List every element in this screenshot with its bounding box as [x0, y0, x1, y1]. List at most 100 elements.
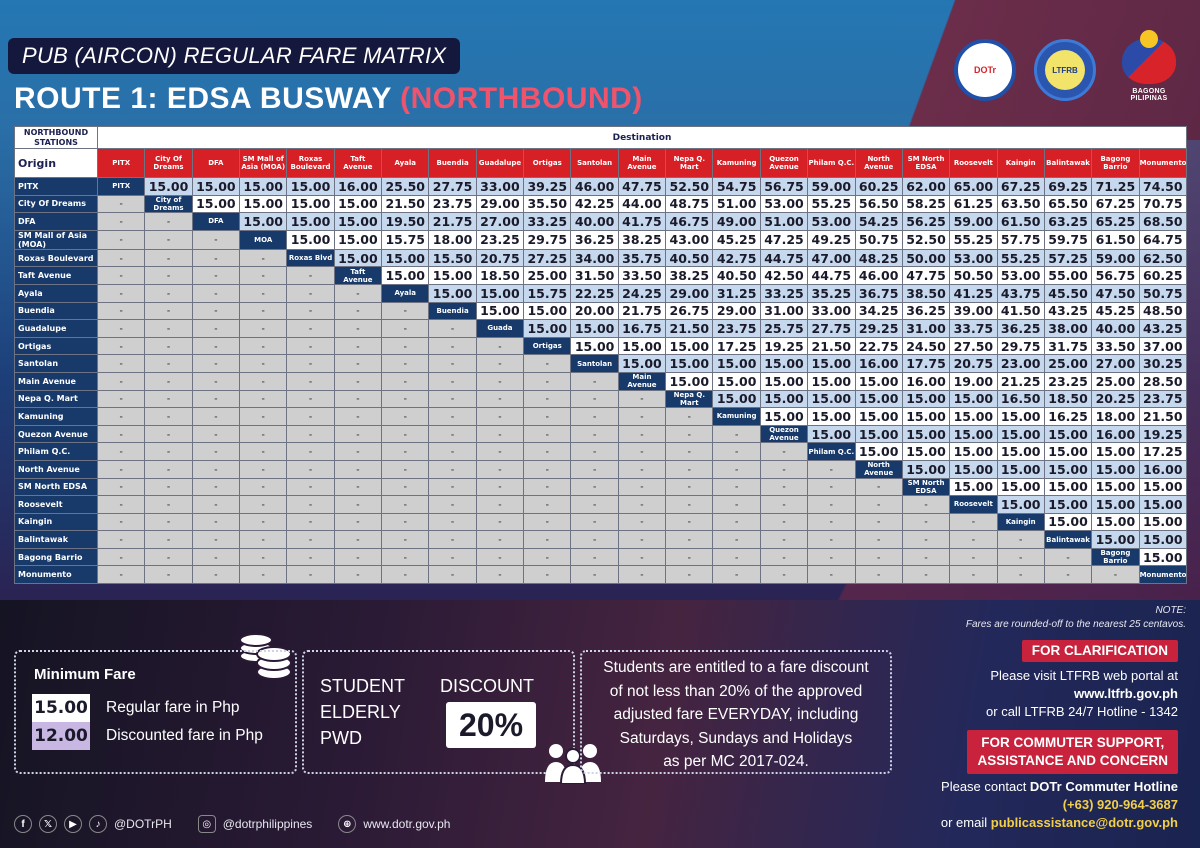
fare-cell: 62.50 [1138, 248, 1188, 268]
fare-cell: 42.75 [712, 248, 761, 268]
blank-cell: - [239, 266, 288, 285]
route-title: ROUTE 1: EDSA BUSWAY [14, 82, 401, 115]
column-header: DFA [191, 148, 241, 178]
background-footer [0, 600, 1200, 848]
youtube-icon[interactable]: ▶ [64, 815, 82, 833]
fare-cell: 59.75 [1043, 229, 1093, 250]
blank-cell: - [191, 495, 241, 514]
origin-station: Roxas Boulevard [14, 248, 98, 268]
blank-cell: - [617, 530, 667, 549]
origin-station: Ayala [14, 283, 98, 303]
origin-station: Santolan [14, 354, 98, 373]
blank-cell: - [333, 547, 383, 567]
fare-cell: 34.25 [854, 301, 903, 321]
diagonal-station-cell: Quezon Avenue [759, 424, 809, 444]
fare-cell: 23.25 [1043, 371, 1093, 391]
fare-cell: 25.75 [759, 319, 809, 338]
column-header: Santolan [570, 148, 619, 178]
discount-category-pwd: PWD [320, 728, 362, 748]
blank-cell: - [475, 389, 525, 409]
blank-cell: - [475, 336, 525, 356]
table-row: Monumento - - - - - - - - - - - - - - - - - - - - - - Monumento [14, 565, 1188, 585]
fare-cell: 23.75 [1138, 389, 1188, 409]
fare-cell: 29.00 [475, 194, 525, 214]
blank-cell: - [759, 565, 809, 585]
blank-cell: - [523, 424, 572, 444]
blank-cell: - [996, 530, 1045, 549]
fare-cell: 15.00 [1043, 442, 1093, 461]
blank-cell: - [144, 407, 193, 426]
contact-section: FOR CLARIFICATION Please visit LTFRB web… [878, 640, 1178, 831]
blank-cell: - [286, 565, 335, 585]
fare-cell: 15.00 [759, 389, 809, 409]
blank-cell: - [665, 424, 714, 444]
fare-cell: 21.50 [1138, 407, 1188, 426]
fare-cell: 15.00 [854, 442, 903, 461]
blank-cell: - [333, 442, 383, 461]
blank-cell: - [191, 459, 241, 479]
blank-cell: - [286, 459, 335, 479]
fare-cell: 15.00 [807, 354, 856, 373]
blank-cell: - [475, 354, 525, 373]
notice-line: adjusted fare EVERYDAY, including [613, 706, 859, 723]
diagonal-station-cell: Bagong Barrio [1091, 547, 1140, 567]
origin-station: Main Avenue [14, 371, 98, 391]
fare-cell: 15.00 [854, 407, 903, 426]
diagonal-station-cell: Main Avenue [617, 371, 667, 391]
fare-cell: 64.75 [1138, 229, 1188, 250]
fare-cell: 15.00 [1138, 495, 1188, 514]
fare-cell: 15.00 [381, 248, 430, 268]
fare-cell: 27.75 [807, 319, 856, 338]
instagram-handle[interactable]: @dotrphilippines [222, 817, 313, 831]
fare-cell: 40.50 [712, 266, 761, 285]
fare-cell: 15.00 [1138, 477, 1188, 497]
table-row: Buendia - - - - - - - Buendia 15.00 15.00 20.00 21.7… [14, 301, 1188, 321]
blank-cell: - [665, 547, 714, 567]
blank-cell: - [712, 424, 761, 444]
fare-cell: 52.50 [901, 229, 951, 250]
note-title: NOTE: [1155, 605, 1186, 616]
facebook-icon[interactable]: f [14, 815, 32, 833]
fare-cell: 15.00 [1091, 459, 1140, 479]
fare-cell: 15.00 [333, 248, 383, 268]
blank-cell: - [665, 495, 714, 514]
fare-cell: 18.50 [1043, 389, 1093, 409]
fare-cell: 19.00 [949, 371, 998, 391]
x-twitter-icon[interactable]: 𝕏 [39, 815, 57, 833]
blank-cell: - [428, 565, 477, 585]
social-handle[interactable]: @DOTrPH [114, 817, 172, 831]
tiktok-icon[interactable]: ♪ [89, 815, 107, 833]
blank-cell: - [239, 477, 288, 497]
ltfrb-website-link[interactable]: www.ltfrb.gov.ph [1074, 686, 1178, 701]
support-phone-link[interactable]: (+63) 920-964-3687 [1062, 797, 1178, 812]
fare-cell: 33.00 [475, 177, 525, 196]
blank-cell: - [333, 389, 383, 409]
fare-cell: 15.00 [570, 319, 619, 338]
blank-cell: - [475, 459, 525, 479]
instagram-icon[interactable]: ◎ [197, 815, 216, 833]
fare-cell: 29.75 [523, 229, 572, 250]
fare-cell: 54.25 [854, 212, 903, 231]
fare-cell: 53.00 [949, 248, 998, 268]
fare-cell: 33.25 [523, 212, 572, 231]
blank-cell: - [807, 547, 856, 567]
blank-cell: - [523, 477, 572, 497]
blank-cell: - [759, 477, 809, 497]
support-email-link[interactable]: publicassistance@dotr.gov.ph [990, 815, 1178, 830]
table-row: City Of Dreams - City of Dreams 15.00 15.00 1… [14, 194, 1188, 214]
discount-label: DISCOUNT [440, 676, 534, 696]
fare-cell: 15.75 [381, 229, 430, 250]
blank-cell: - [239, 495, 288, 514]
fare-cell: 57.25 [1043, 248, 1093, 268]
table-row: Ortigas - - - - - - - - - Ortigas 15.00 15.00 15.00 17… [14, 336, 1188, 356]
fare-cell: 15.00 [286, 177, 335, 196]
website-link[interactable]: www.dotr.gov.ph [363, 817, 451, 831]
origin-station: Guadalupe [14, 319, 98, 338]
table-row: Guadalupe - - - - - - - - Guada 15.00 15.00 16.75 21.… [14, 319, 1188, 338]
blank-cell: - [381, 477, 430, 497]
fare-cell: 15.00 [1043, 477, 1093, 497]
blank-cell: - [523, 495, 572, 514]
fare-cell: 17.25 [1138, 442, 1188, 461]
origin-station: SM North EDSA [14, 477, 98, 497]
blank-cell: - [617, 512, 667, 532]
